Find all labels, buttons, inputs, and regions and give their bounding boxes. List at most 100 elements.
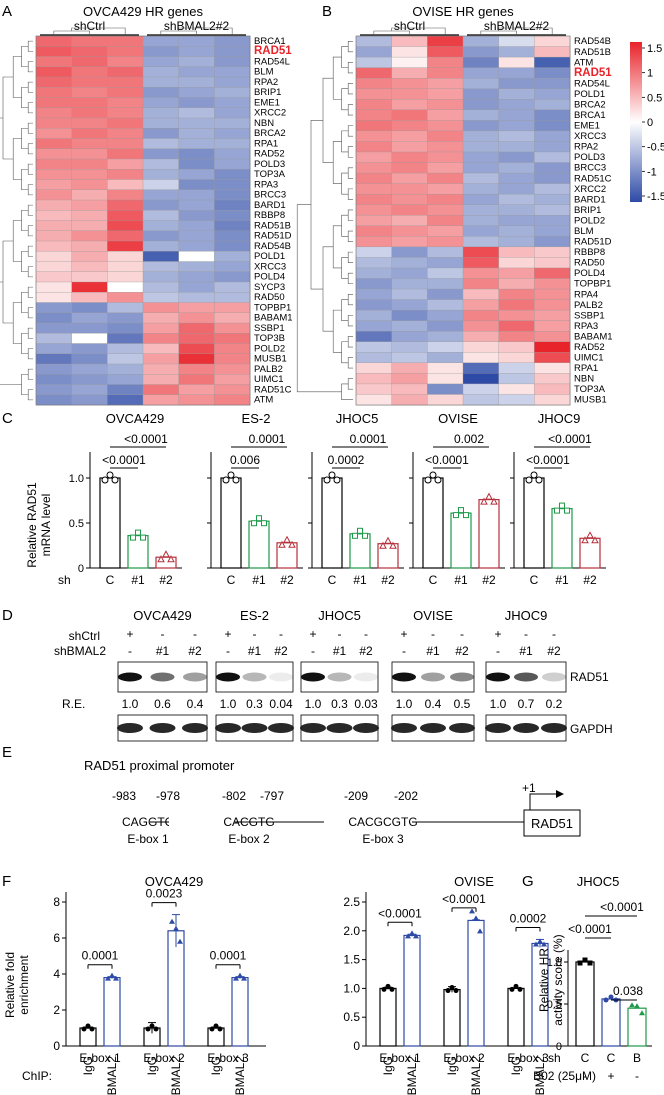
treatment-mark: #1: [156, 644, 170, 658]
colorbar-tick-label: -1: [647, 166, 657, 178]
x-tick-label: BMAL2: [469, 1056, 483, 1095]
heatmap-cell: [391, 309, 428, 322]
relative-expression-value: 0.6: [154, 697, 171, 711]
heatmap-cell: [214, 343, 251, 355]
data-point: [233, 975, 239, 981]
sh-label: sh: [548, 1051, 561, 1065]
heatmap-cell: [178, 292, 215, 303]
heatmap-cell: [391, 193, 428, 206]
heatmap-cell: [214, 302, 251, 314]
heatmap-cell: [462, 246, 500, 258]
heatmap-cell: [142, 312, 180, 324]
data-point: [525, 476, 533, 484]
heatmap-cell: [391, 130, 428, 142]
heatmap-cell: [178, 394, 215, 406]
treatment-mark: -: [279, 627, 283, 641]
y-tick-label: 0.5: [69, 518, 84, 530]
heatmap-cell: [391, 362, 428, 374]
heatmap-cell: [35, 66, 73, 78]
heatmap-cell: [427, 236, 464, 248]
gene-label: UIMC1: [254, 374, 284, 385]
heatmap-cell: [498, 109, 535, 121]
gene-label: PALB2: [574, 300, 603, 311]
heatmap-cell: [214, 148, 251, 160]
heatmap-cell: [178, 312, 215, 324]
x-tick-label: IgG: [145, 1056, 159, 1075]
heatmap-cell: [498, 151, 535, 163]
data-point: [217, 1026, 223, 1032]
heatmap-cell: [71, 220, 108, 232]
heatmap-cell: [178, 56, 215, 68]
heatmap-cell: [214, 251, 251, 262]
treatment-mark: #1: [426, 644, 440, 658]
gene-label: RAD54B: [574, 36, 611, 47]
y-tick-label: 0.5: [343, 1010, 360, 1024]
heatmap-cell: [35, 189, 73, 201]
bar: [523, 477, 545, 569]
y-tick-label: 2: [53, 1003, 60, 1017]
heatmap-cell: [534, 130, 571, 142]
relative-expression-value: 1.0: [220, 697, 237, 711]
dendrogram-branch: [347, 167, 353, 179]
data-point: [251, 520, 257, 527]
dendrogram-branch: [310, 120, 323, 290]
data-point: [445, 988, 451, 994]
heatmap-cell: [355, 56, 393, 69]
heatmap-cell: [498, 331, 535, 343]
heatmap-cell: [35, 158, 73, 170]
data-point: [232, 476, 240, 484]
heatmap-cell: [71, 148, 108, 160]
heatmap-cell: [427, 77, 464, 90]
heatmap-cell: [142, 128, 180, 139]
dendrogram-branch: [12, 220, 22, 262]
treatment-mark: -: [161, 627, 165, 641]
heatmap-cell: [142, 189, 180, 201]
heatmap-cell: [534, 46, 571, 58]
heatmap-cell: [214, 46, 251, 57]
heatmap-cell: [355, 257, 393, 269]
heatmap-cell: [391, 267, 428, 279]
chart-title: OVCA429: [145, 874, 204, 889]
gene-label: POLD1: [254, 251, 285, 262]
heatmap-cell: [35, 384, 73, 396]
data-point: [177, 938, 183, 944]
heatmap-cell: [178, 35, 215, 47]
gene-label: RPA3: [574, 321, 598, 332]
heatmap-cell: [107, 158, 144, 170]
heatmap-cell: [355, 320, 393, 332]
heatmap-cell: [534, 394, 571, 406]
tss-label: +1: [522, 781, 536, 795]
bar: [103, 976, 121, 1047]
heatmap-cell: [107, 312, 144, 324]
heatmap-cell: [498, 56, 535, 69]
y-tick-label: 4: [53, 967, 60, 981]
heatmap-cell: [142, 240, 180, 252]
heatmap-cell: [391, 257, 428, 269]
heatmap-cell: [355, 373, 393, 385]
y-tick-label: 1.0: [343, 981, 360, 995]
treatment-mark: -: [311, 644, 315, 658]
heatmap-cell: [35, 251, 73, 262]
dendrogram-branch: [347, 294, 353, 306]
heatmap-cell: [391, 394, 428, 406]
heatmap-cell: [178, 271, 215, 283]
cell-line-title: JHOC9: [505, 608, 548, 623]
heatmap-cell: [107, 210, 144, 221]
data-point: [409, 930, 415, 936]
heatmap-cell: [427, 204, 464, 216]
treatment-mark: -: [128, 644, 132, 658]
gene-label: RAD51C: [574, 173, 612, 184]
heatmap-cell: [498, 246, 535, 258]
heatmap-cell: [214, 281, 251, 293]
y-tick-label: 1.0: [547, 957, 562, 969]
heatmap-cell: [71, 97, 108, 109]
heatmap-cell: [355, 162, 393, 174]
gene-label: ATM: [574, 57, 593, 68]
ebox-label: E-box 1: [127, 832, 169, 846]
heatmap-cell: [107, 35, 144, 47]
blot-band: [354, 672, 378, 682]
heatmap-cell: [35, 230, 73, 242]
ebox-group-label: E-box 3: [207, 1051, 249, 1065]
heatmap-cell: [427, 373, 464, 385]
heatmap-cell: [71, 87, 108, 98]
